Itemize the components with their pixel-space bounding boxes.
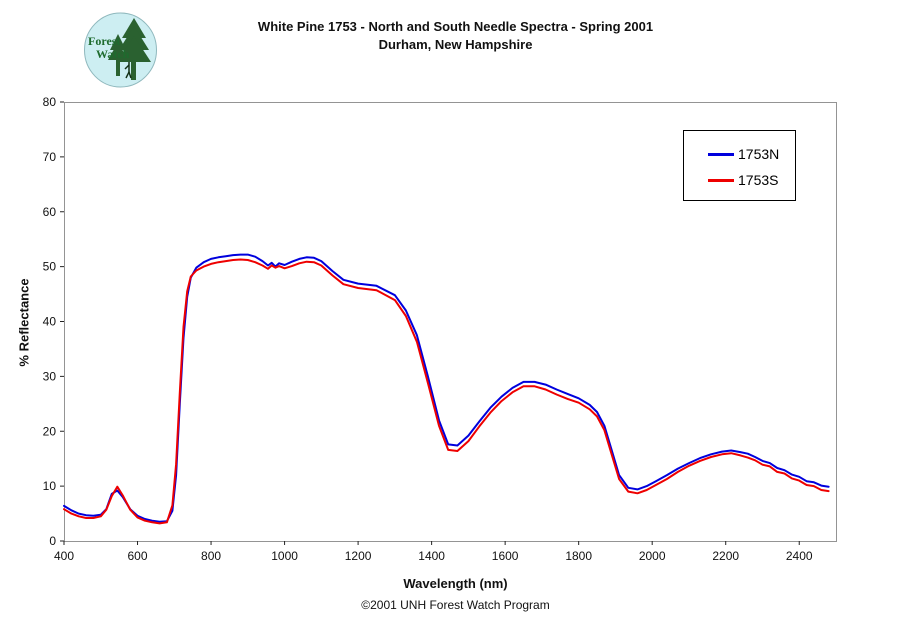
plot-frame xyxy=(64,102,837,542)
y-tick-label: 10 xyxy=(43,479,57,493)
x-tick-label: 1800 xyxy=(565,549,592,563)
x-tick-label: 2400 xyxy=(786,549,813,563)
x-tick-label: 600 xyxy=(128,549,148,563)
series-1753N-line xyxy=(63,253,830,523)
x-axis-title: Wavelength (nm) xyxy=(403,576,508,591)
y-tick-label: 70 xyxy=(43,150,57,164)
logo-text-forest: Forest xyxy=(88,34,120,48)
y-tick-label: 20 xyxy=(43,424,57,438)
y-tick-label: 80 xyxy=(43,95,57,109)
legend-label: 1753S xyxy=(738,172,779,188)
legend-line-sample-red xyxy=(708,178,734,182)
y-axis-title: % Reflectance xyxy=(16,278,32,367)
x-tick-label: 1400 xyxy=(418,549,445,563)
legend-entry-1753S: 1753S xyxy=(708,167,795,193)
chart-title: White Pine 1753 - North and South Needle… xyxy=(257,19,654,34)
y-tick-label: 30 xyxy=(43,369,57,383)
x-tick-label: 1600 xyxy=(492,549,519,563)
series-1753S-line xyxy=(63,258,830,525)
x-tick-label: 1200 xyxy=(345,549,372,563)
copyright-caption: ©2001 UNH Forest Watch Program xyxy=(361,598,550,612)
legend-entry-1753N: 1753N xyxy=(708,141,795,167)
x-tick-label: 1000 xyxy=(271,549,298,563)
legend-line-sample-blue xyxy=(708,152,734,156)
chart-title-block: White Pine 1753 - North and South Needle… xyxy=(0,18,911,53)
x-tick-label: 800 xyxy=(201,549,221,563)
y-tick-label: 60 xyxy=(43,205,57,219)
y-tick-label: 0 xyxy=(49,534,56,548)
y-tick-label: 40 xyxy=(43,315,57,329)
legend-box: 1753N 1753S xyxy=(683,130,796,201)
x-tick-label: 2200 xyxy=(712,549,739,563)
legend-label: 1753N xyxy=(738,146,780,162)
forest-watch-logo-graphic: Forest Watch xyxy=(84,12,157,88)
x-tick-label: 2000 xyxy=(639,549,666,563)
x-tick-label: 400 xyxy=(54,549,74,563)
y-tick-label: 50 xyxy=(43,260,57,274)
logo-text-watch: Watch xyxy=(96,47,130,61)
forest-watch-logo: Forest Watch xyxy=(84,12,157,88)
chart-subtitle: Durham, New Hampshire xyxy=(378,36,533,52)
